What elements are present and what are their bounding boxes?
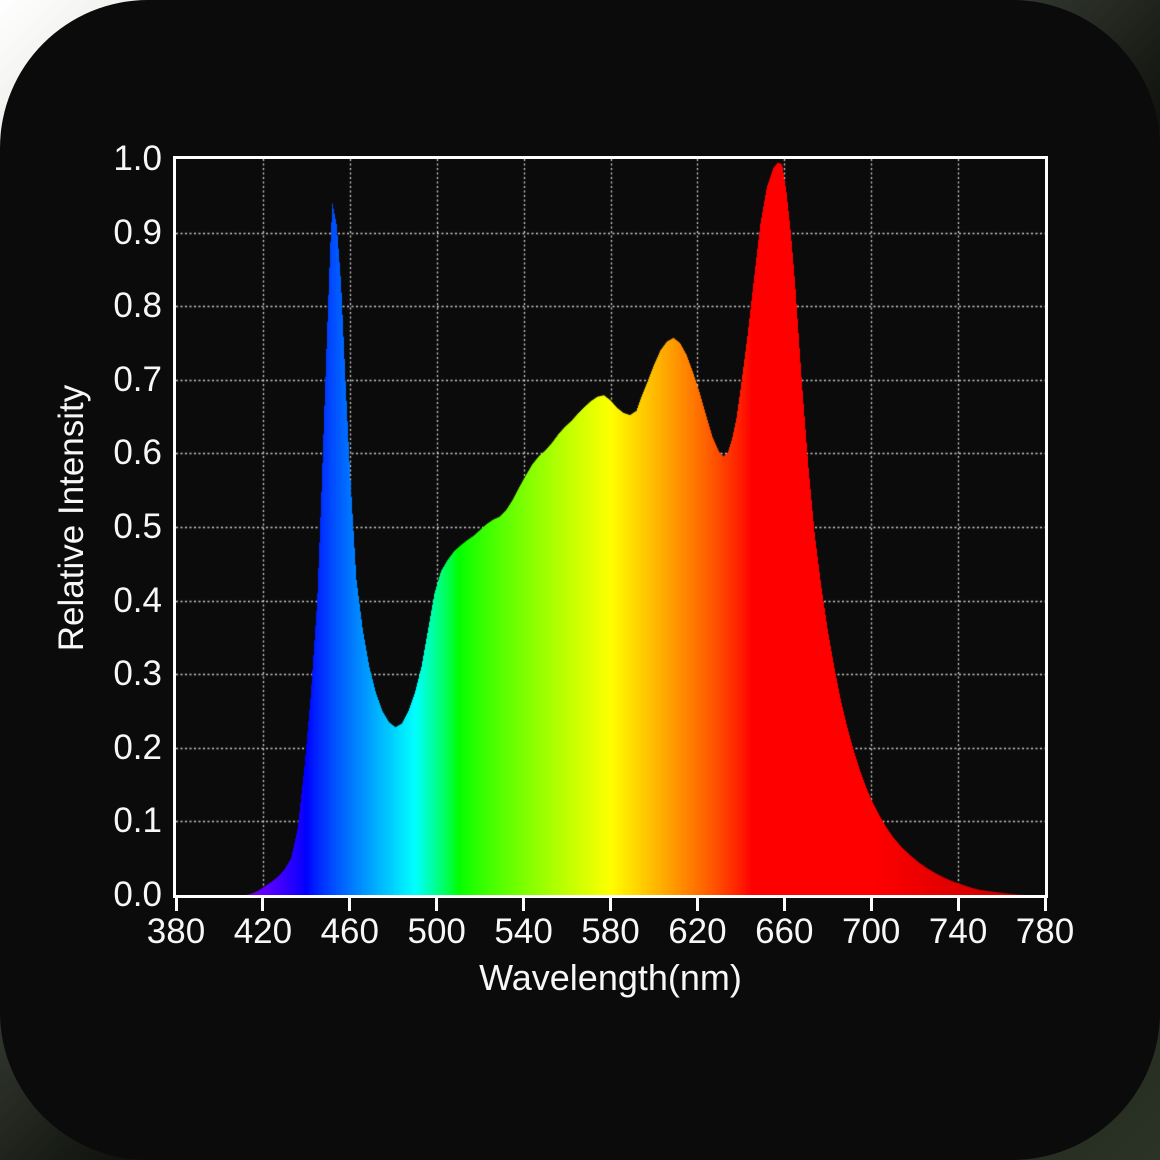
x-tick-label: 500 <box>407 912 466 951</box>
x-axis-tick <box>695 898 699 911</box>
x-tick-label: 380 <box>146 912 206 951</box>
x-tick-label: 420 <box>233 912 293 951</box>
x-axis-tick <box>609 898 612 911</box>
x-axis-tick <box>174 898 178 911</box>
plot-area <box>173 156 1048 898</box>
x-axis-tick <box>1043 898 1047 911</box>
x-axis-tick <box>782 898 786 911</box>
y-tick-label: 1.0 <box>113 139 162 178</box>
x-tick-label: 540 <box>494 912 553 951</box>
y-tick-label: 0.9 <box>113 212 162 252</box>
y-tick-label: 0.1 <box>113 801 162 841</box>
x-tick-label: 660 <box>755 912 814 951</box>
y-tick-label: 0.5 <box>113 507 162 546</box>
y-tick-label: 0.4 <box>113 580 162 620</box>
x-tick-label: 740 <box>928 912 988 951</box>
x-axis-tick <box>348 898 352 911</box>
y-tick-label: 0.2 <box>113 727 162 767</box>
x-axis-tick <box>522 898 526 911</box>
x-tick-label: 620 <box>668 912 727 951</box>
spectrum-canvas <box>176 159 1045 895</box>
y-axis-title: Relative Intensity <box>52 384 91 652</box>
x-axis-tick <box>869 898 873 911</box>
y-tick-label: 0.6 <box>113 433 162 473</box>
y-tick-label: 0.7 <box>113 359 162 399</box>
x-axis-title: Wavelength(nm) <box>479 957 742 998</box>
y-tick-label: 0.0 <box>113 875 162 914</box>
y-tick-label: 0.3 <box>113 654 162 694</box>
x-axis-tick <box>435 898 439 911</box>
y-tick-label: 0.8 <box>113 286 162 326</box>
x-tick-label: 580 <box>581 912 640 951</box>
x-tick-label: 780 <box>1015 912 1075 951</box>
x-tick-label: 460 <box>320 912 379 951</box>
x-axis-tick <box>261 898 265 911</box>
x-axis-tick <box>956 898 960 911</box>
x-tick-label: 700 <box>841 912 901 951</box>
